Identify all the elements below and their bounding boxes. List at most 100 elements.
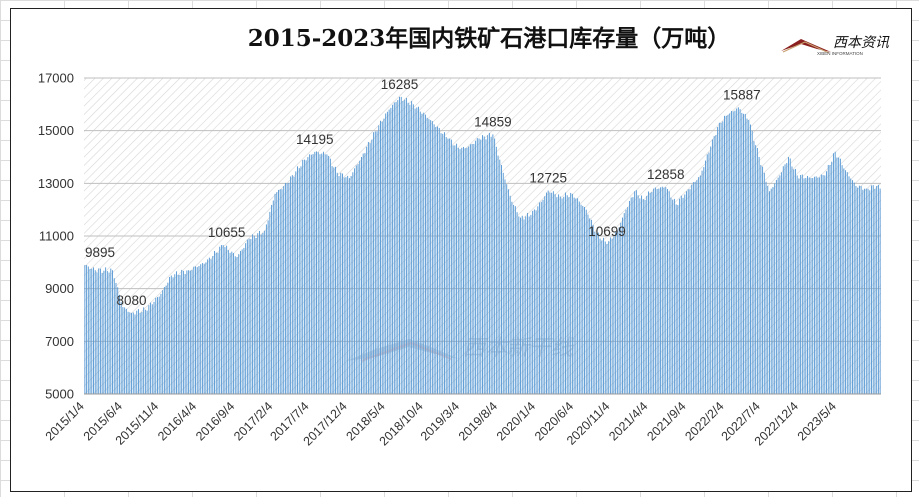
bar	[551, 192, 553, 394]
x-tick-label: 2019/8/4	[456, 399, 500, 443]
bar	[838, 157, 840, 394]
bar	[767, 185, 769, 394]
bar	[464, 148, 466, 394]
bar	[634, 191, 636, 394]
bar	[456, 143, 458, 394]
bar	[461, 147, 463, 394]
bar	[604, 241, 606, 394]
bar	[400, 96, 402, 395]
bar	[722, 121, 724, 394]
bar	[326, 154, 328, 394]
bar	[528, 216, 530, 394]
bar	[278, 189, 279, 394]
bar	[203, 263, 205, 394]
bar	[769, 191, 770, 394]
bar	[563, 196, 565, 394]
bar	[843, 168, 845, 394]
y-tick-label: 15000	[38, 123, 74, 138]
bar	[450, 139, 452, 394]
bar	[115, 282, 117, 394]
bar	[215, 252, 217, 394]
bar	[399, 96, 400, 394]
bar	[148, 305, 150, 394]
bar	[852, 180, 853, 394]
bar	[566, 195, 568, 394]
bar	[869, 190, 871, 394]
bar	[782, 166, 784, 394]
bar	[601, 240, 603, 394]
bar	[179, 274, 181, 394]
bar	[686, 191, 687, 394]
bar	[509, 195, 511, 394]
bar	[793, 169, 795, 394]
bar	[291, 175, 293, 394]
bar	[753, 141, 755, 394]
bar	[205, 262, 207, 394]
bar	[789, 158, 791, 394]
bar-series	[84, 96, 881, 395]
bar	[319, 154, 321, 394]
bar	[409, 104, 411, 394]
bar	[443, 132, 445, 394]
bar	[284, 182, 286, 394]
bar	[431, 121, 433, 395]
bar	[813, 176, 815, 394]
bar	[774, 183, 776, 394]
bar	[265, 224, 267, 394]
bar	[220, 245, 222, 394]
bar	[195, 266, 196, 394]
bar	[568, 197, 570, 394]
bar	[442, 133, 444, 395]
bar	[741, 112, 743, 395]
bar	[490, 136, 492, 394]
chart-area[interactable]: 西本新干线 5000 7000 9000 11000 13000 15000 17000 2…	[10, 8, 912, 492]
bar	[234, 256, 236, 394]
bar	[871, 185, 872, 394]
bar	[677, 205, 679, 394]
bar	[288, 182, 290, 394]
bar	[457, 147, 459, 394]
bar	[561, 198, 563, 394]
bar	[279, 189, 281, 394]
bar	[267, 220, 269, 394]
bar	[122, 307, 124, 394]
bar	[777, 177, 779, 394]
bar	[252, 234, 254, 394]
bar	[475, 140, 477, 394]
bar	[860, 186, 862, 394]
bar	[146, 310, 148, 394]
bar	[705, 160, 706, 394]
bar	[150, 302, 152, 394]
bar	[483, 136, 485, 394]
bar	[786, 163, 788, 394]
bar	[402, 100, 404, 395]
bar	[84, 265, 86, 394]
bar	[639, 198, 641, 394]
bar	[274, 193, 276, 394]
bar	[174, 274, 176, 394]
bar	[632, 197, 634, 394]
bar	[663, 187, 665, 394]
bar	[449, 138, 451, 394]
bar	[169, 276, 171, 394]
bar	[628, 200, 630, 394]
bar	[272, 200, 274, 394]
bar	[699, 175, 701, 394]
x-tick-label: 2022/2/4	[682, 399, 726, 443]
bar	[177, 274, 179, 394]
bar	[575, 198, 577, 394]
bar	[361, 157, 362, 394]
bar	[623, 213, 625, 394]
bar	[350, 175, 352, 394]
logo-subtext: XIBEN INFORMATION	[817, 51, 863, 56]
bar	[438, 127, 440, 394]
x-tick-label: 2015/1/4	[43, 399, 87, 443]
bar	[447, 138, 449, 394]
bar	[836, 157, 838, 394]
bar	[478, 138, 480, 394]
y-tick-label: 5000	[45, 387, 74, 402]
bar	[521, 215, 523, 394]
bar	[139, 313, 141, 394]
bar	[303, 159, 305, 394]
bar	[376, 131, 378, 394]
